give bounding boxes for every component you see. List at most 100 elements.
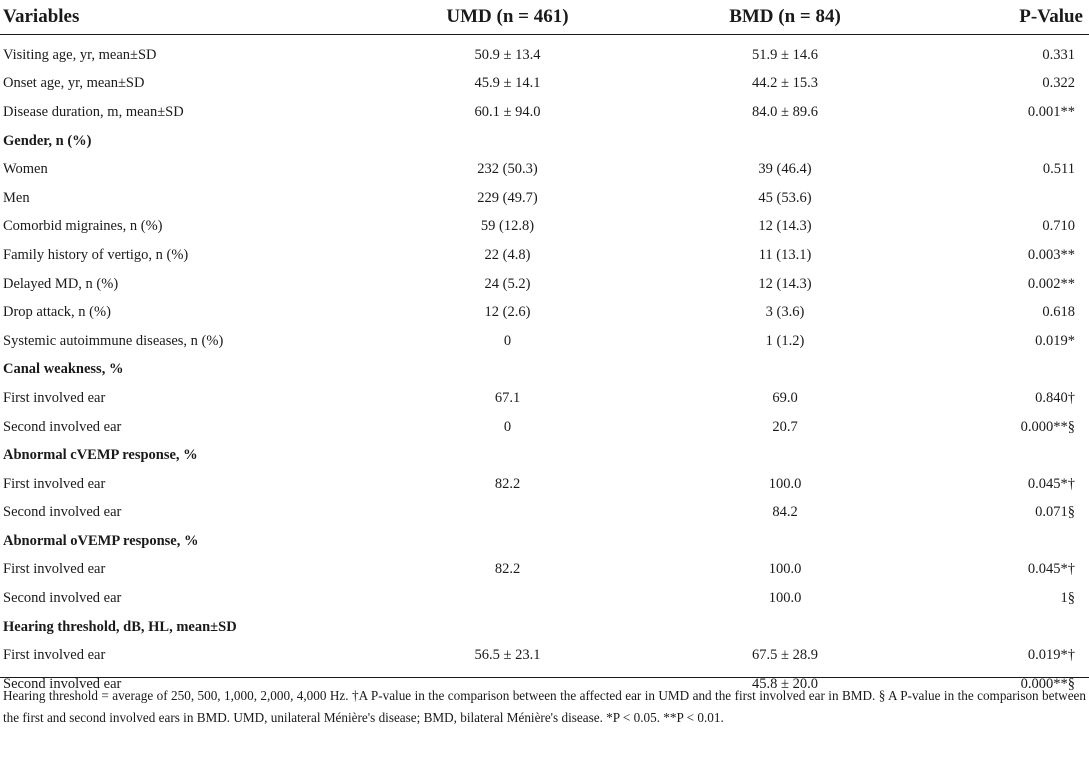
row-label: Onset age, yr, mean±SD [3, 75, 145, 92]
p-value [945, 441, 1089, 470]
table-row: First involved ear 82.2 100.0 0.045*† [0, 470, 1089, 499]
umd-value: 59 (12.8) [480, 218, 535, 235]
umd-value [390, 356, 625, 385]
bmd-value: 12 (14.3) [758, 218, 812, 235]
umd-value [390, 441, 625, 470]
bmd-value [625, 356, 945, 385]
row-label: Systemic autoimmune diseases, n (%) [3, 332, 224, 349]
row-label: Women [3, 161, 48, 178]
p-value [945, 356, 1089, 385]
p-value [945, 184, 1089, 213]
bmd-value [625, 527, 945, 556]
table-row: Men 229 (49.7) 45 (53.6) [0, 184, 1089, 213]
row-label: Men [3, 189, 30, 206]
p-value: 0.071§ [1035, 504, 1075, 521]
table-row: Visiting age, yr, mean±SD 50.9 ± 13.4 51.9… [0, 35, 1089, 70]
p-value: 0.618 [1042, 304, 1075, 321]
bmd-value [625, 613, 945, 642]
p-value: 0.019*† [1027, 647, 1075, 664]
umd-value: 45.9 ± 14.1 [474, 75, 541, 92]
p-value: 0.001** [1027, 103, 1075, 120]
row-label: Comorbid migraines, n (%) [3, 218, 163, 235]
umd-value: 0 [503, 418, 512, 435]
bmd-value: 12 (14.3) [758, 275, 812, 292]
p-value: 1§ [1060, 590, 1076, 607]
bmd-value: 69.0 [772, 389, 798, 406]
bmd-value: 100.0 [768, 475, 802, 492]
umd-value: 82.2 [494, 561, 521, 578]
bmd-value: 67.5 ± 28.9 [752, 647, 818, 664]
section-label: Canal weakness, % [3, 361, 124, 378]
bmd-value: 100.0 [768, 561, 802, 578]
p-value [945, 127, 1089, 156]
section-label: Hearing threshold, dB, HL, mean±SD [3, 618, 237, 635]
section-row: Gender, n (%) [0, 127, 1089, 156]
bmd-value: 1 (1.2) [765, 332, 805, 349]
data-table: Variables UMD (n = 461) BMD (n = 84) P-V… [0, 0, 1089, 699]
section-row: Abnormal oVEMP response, % [0, 527, 1089, 556]
table-row: Second involved ear 0 20.7 0.000**§ [0, 413, 1089, 442]
bmd-value: 100.0 [768, 590, 802, 607]
umd-value: 229 (49.7) [477, 189, 538, 206]
table-body: Visiting age, yr, mean±SD 50.9 ± 13.4 51.9… [0, 35, 1089, 699]
section-row: Canal weakness, % [0, 356, 1089, 385]
table-row: Comorbid migraines, n (%) 59 (12.8) 12 (14… [0, 213, 1089, 242]
bmd-value: 11 (13.1) [758, 246, 812, 263]
bmd-value: 84.0 ± 89.6 [752, 103, 818, 120]
p-value: 0.710 [1042, 218, 1075, 235]
umd-value [390, 584, 625, 613]
bmd-value: 39 (46.4) [758, 161, 812, 178]
row-label: Second involved ear [3, 590, 122, 607]
bmd-value: 45 (53.6) [758, 189, 812, 206]
umd-value [390, 613, 625, 642]
bmd-value: 84.2 [772, 504, 798, 521]
p-value: 0.003** [1027, 246, 1075, 263]
bmd-value: 51.9 ± 14.6 [752, 46, 818, 63]
section-row: Abnormal cVEMP response, % [0, 441, 1089, 470]
row-label: Delayed MD, n (%) [3, 275, 119, 292]
umd-value: 67.1 [494, 389, 521, 406]
table-row: Systemic autoimmune diseases, n (%) 0 1 (1… [0, 327, 1089, 356]
row-label: Family history of vertigo, n (%) [3, 246, 189, 263]
p-value: 0.322 [1042, 75, 1075, 92]
umd-value: 232 (50.3) [477, 161, 538, 178]
table-row: First involved ear 56.5 ± 23.1 67.5 ± 28.9… [0, 641, 1089, 670]
umd-value [390, 527, 625, 556]
umd-value: 50.9 ± 13.4 [474, 46, 541, 63]
row-label: First involved ear [3, 561, 106, 578]
section-label: Abnormal cVEMP response, % [3, 447, 198, 464]
p-value: 0.019* [1035, 332, 1075, 349]
section-label: Abnormal oVEMP response, % [3, 532, 199, 549]
umd-value [390, 499, 625, 528]
p-value: 0.840† [1035, 389, 1075, 406]
bmd-value: 20.7 [772, 418, 798, 435]
bmd-value [625, 441, 945, 470]
umd-value: 22 (4.8) [484, 246, 531, 263]
table-row: Drop attack, n (%) 12 (2.6) 3 (3.6) 0.618 [0, 298, 1089, 327]
p-value [945, 527, 1089, 556]
table-row: Second involved ear 100.0 1§ [0, 584, 1089, 613]
p-value: 0.045*† [1027, 561, 1075, 578]
bmd-value [625, 127, 945, 156]
umd-value: 56.5 ± 23.1 [474, 647, 541, 664]
row-label: Second involved ear [3, 418, 122, 435]
row-label: Disease duration, m, mean±SD [3, 103, 184, 120]
p-value: 0.511 [1042, 161, 1075, 178]
bmd-value: 3 (3.6) [765, 304, 805, 321]
p-value: 0.000**§ [1020, 418, 1075, 435]
table-row: First involved ear 82.2 100.0 0.045*† [0, 556, 1089, 585]
header-bmd: BMD (n = 84) [625, 0, 945, 35]
section-label: Gender, n (%) [3, 132, 92, 149]
row-label: Drop attack, n (%) [3, 304, 111, 321]
header-row: Variables UMD (n = 461) BMD (n = 84) P-V… [0, 0, 1089, 35]
p-value: 0.331 [1042, 46, 1075, 63]
footnote-divider [0, 677, 1089, 678]
umd-value: 24 (5.2) [484, 275, 531, 292]
umd-value: 12 (2.6) [484, 304, 531, 321]
umd-value [390, 127, 625, 156]
row-label: First involved ear [3, 475, 106, 492]
header-variables: Variables [0, 0, 390, 35]
row-label: Second involved ear [3, 504, 122, 521]
table-row: Disease duration, m, mean±SD 60.1 ± 94.0 8… [0, 98, 1089, 127]
header-umd: UMD (n = 461) [390, 0, 625, 35]
